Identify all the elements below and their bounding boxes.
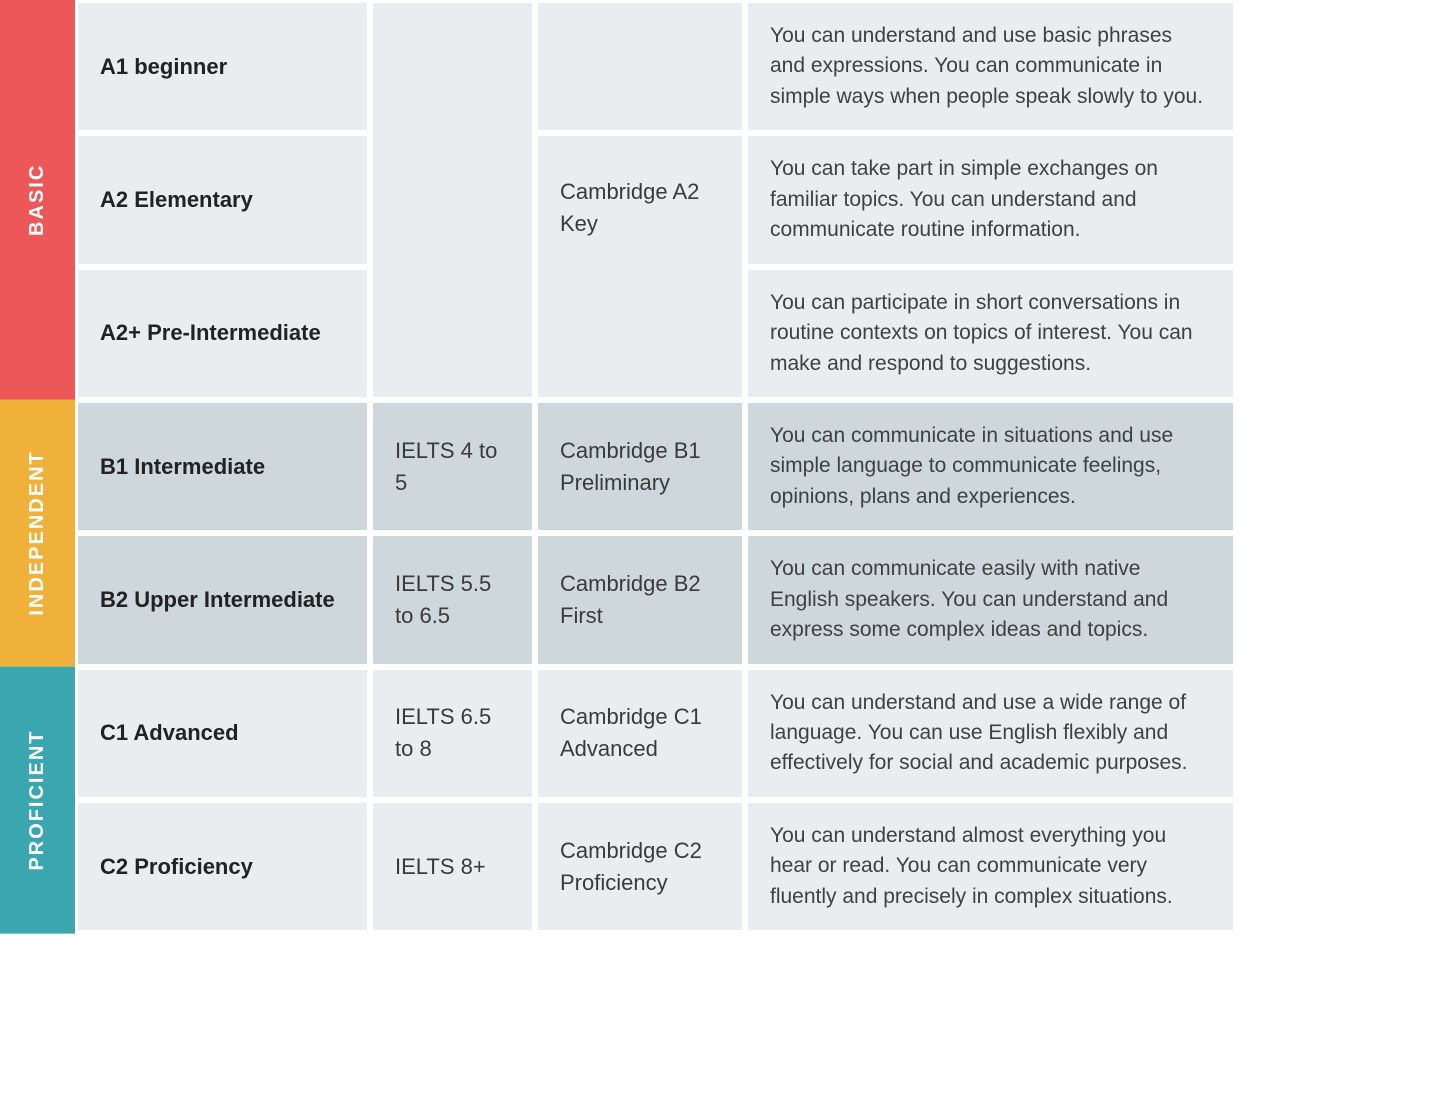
level-a2plus: A2+ Pre-Intermediate xyxy=(75,267,370,400)
ielts-b1: IELTS 4 to 5 xyxy=(370,400,535,533)
group-label-basic: BASIC xyxy=(0,0,75,400)
ielts-c1: IELTS 6.5 to 8 xyxy=(370,667,535,800)
level-a2: A2 Elementary xyxy=(75,133,370,266)
level-c2: C2 Proficiency xyxy=(75,800,370,933)
level-c1: C1 Advanced xyxy=(75,667,370,800)
group-label-proficient: PROFICIENT xyxy=(0,667,75,934)
cefr-levels-table: BASIC A1 beginner You can understand and… xyxy=(0,0,1236,933)
cambridge-a1 xyxy=(535,0,745,133)
cambridge-b2: Cambridge B2 First xyxy=(535,533,745,666)
level-a1: A1 beginner xyxy=(75,0,370,133)
ielts-basic-merged xyxy=(370,0,535,400)
cambridge-c1: Cambridge C1 Advanced xyxy=(535,667,745,800)
desc-c2: You can understand almost everything you… xyxy=(745,800,1236,933)
desc-b1: You can communicate in situations and us… xyxy=(745,400,1236,533)
ielts-b2: IELTS 5.5 to 6.5 xyxy=(370,533,535,666)
ielts-c2: IELTS 8+ xyxy=(370,800,535,933)
level-b1: B1 Intermediate xyxy=(75,400,370,533)
cambridge-a2-key: Cambridge A2 Key xyxy=(535,133,745,400)
group-label-independent: INDEPENDENT xyxy=(0,400,75,667)
desc-a2plus: You can participate in short conversatio… xyxy=(745,267,1236,400)
desc-c1: You can understand and use a wide range … xyxy=(745,667,1236,800)
desc-b2: You can communicate easily with native E… xyxy=(745,533,1236,666)
desc-a1: You can understand and use basic phrases… xyxy=(745,0,1236,133)
cambridge-c2: Cambridge C2 Proficiency xyxy=(535,800,745,933)
desc-a2: You can take part in simple exchanges on… xyxy=(745,133,1236,266)
cambridge-b1: Cambridge B1 Preliminary xyxy=(535,400,745,533)
level-b2: B2 Upper Intermediate xyxy=(75,533,370,666)
